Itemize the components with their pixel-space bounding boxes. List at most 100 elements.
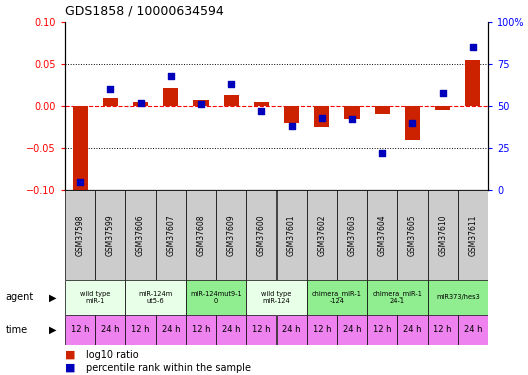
Bar — [428, 190, 458, 280]
Text: GSM37599: GSM37599 — [106, 214, 115, 256]
Text: GSM37610: GSM37610 — [438, 214, 447, 256]
Text: wild type
miR-124: wild type miR-124 — [261, 291, 291, 304]
Point — [348, 117, 356, 123]
Bar — [72, 106, 88, 190]
Bar — [435, 106, 450, 110]
Text: wild type
miR-1: wild type miR-1 — [80, 291, 110, 304]
Text: GSM37608: GSM37608 — [196, 214, 205, 256]
Bar — [314, 106, 329, 127]
Text: GSM37606: GSM37606 — [136, 214, 145, 256]
Point — [227, 81, 235, 87]
Text: GSM37603: GSM37603 — [347, 214, 356, 256]
Bar — [216, 315, 246, 345]
Bar — [284, 106, 299, 123]
Text: 12 h: 12 h — [71, 326, 89, 334]
Point — [318, 115, 326, 121]
Point — [197, 101, 205, 107]
Bar — [133, 102, 148, 106]
Bar — [126, 315, 156, 345]
Bar — [95, 315, 126, 345]
Text: 12 h: 12 h — [373, 326, 391, 334]
Bar — [186, 315, 216, 345]
Text: GSM37600: GSM37600 — [257, 214, 266, 256]
Bar — [398, 315, 428, 345]
Bar — [405, 106, 420, 140]
Bar — [458, 190, 488, 280]
Bar — [163, 87, 178, 106]
Text: ▶: ▶ — [49, 325, 56, 335]
Text: 24 h: 24 h — [101, 326, 119, 334]
Text: miR373/hes3: miR373/hes3 — [436, 294, 479, 300]
Text: agent: agent — [5, 292, 34, 303]
Text: log10 ratio: log10 ratio — [86, 350, 139, 360]
Bar — [375, 106, 390, 114]
Point — [106, 86, 115, 92]
Text: 12 h: 12 h — [433, 326, 452, 334]
Bar — [246, 280, 307, 315]
Text: GSM37602: GSM37602 — [317, 214, 326, 256]
Bar — [246, 315, 277, 345]
Point — [166, 73, 175, 79]
Bar — [65, 315, 95, 345]
Text: chimera_miR-1
24-1: chimera_miR-1 24-1 — [372, 291, 422, 304]
Text: GSM37609: GSM37609 — [227, 214, 235, 256]
Text: GDS1858 / 10000634594: GDS1858 / 10000634594 — [65, 5, 224, 18]
Text: ■: ■ — [65, 350, 76, 360]
Bar — [103, 98, 118, 106]
Bar — [126, 280, 186, 315]
Text: chimera_miR-1
-124: chimera_miR-1 -124 — [312, 291, 362, 304]
Bar — [428, 280, 488, 315]
Bar — [367, 315, 398, 345]
Bar — [246, 190, 277, 280]
Text: ■: ■ — [65, 363, 76, 373]
Point — [287, 123, 296, 129]
Text: miR-124mut9-1
0: miR-124mut9-1 0 — [190, 291, 242, 304]
Bar — [367, 190, 398, 280]
Text: GSM37598: GSM37598 — [76, 214, 84, 256]
Bar — [254, 102, 269, 106]
Text: time: time — [5, 325, 27, 335]
Text: 24 h: 24 h — [222, 326, 240, 334]
Bar — [344, 106, 360, 118]
Bar — [367, 280, 428, 315]
Bar — [337, 315, 367, 345]
Bar — [458, 315, 488, 345]
Point — [257, 108, 266, 114]
Bar — [307, 315, 337, 345]
Text: 12 h: 12 h — [313, 326, 331, 334]
Text: 24 h: 24 h — [282, 326, 301, 334]
Text: 24 h: 24 h — [464, 326, 482, 334]
Bar — [398, 190, 428, 280]
Bar — [428, 315, 458, 345]
Text: 24 h: 24 h — [403, 326, 422, 334]
Text: GSM37607: GSM37607 — [166, 214, 175, 256]
Point — [378, 150, 386, 156]
Point — [408, 120, 417, 126]
Bar — [186, 190, 216, 280]
Bar — [337, 190, 367, 280]
Bar — [465, 60, 480, 106]
Bar — [65, 190, 95, 280]
Bar — [277, 190, 307, 280]
Bar — [277, 315, 307, 345]
Text: 12 h: 12 h — [192, 326, 210, 334]
Bar — [307, 280, 367, 315]
Bar — [307, 190, 337, 280]
Text: GSM37611: GSM37611 — [468, 214, 477, 256]
Bar — [156, 190, 186, 280]
Bar — [193, 100, 209, 106]
Bar — [156, 315, 186, 345]
Bar — [186, 280, 246, 315]
Point — [469, 44, 477, 50]
Text: GSM37604: GSM37604 — [378, 214, 386, 256]
Bar — [95, 190, 126, 280]
Text: 24 h: 24 h — [162, 326, 180, 334]
Point — [76, 178, 84, 184]
Text: GSM37605: GSM37605 — [408, 214, 417, 256]
Text: GSM37601: GSM37601 — [287, 214, 296, 256]
Bar — [65, 280, 126, 315]
Text: 24 h: 24 h — [343, 326, 361, 334]
Text: percentile rank within the sample: percentile rank within the sample — [86, 363, 251, 373]
Bar — [126, 190, 156, 280]
Text: ▶: ▶ — [49, 292, 56, 303]
